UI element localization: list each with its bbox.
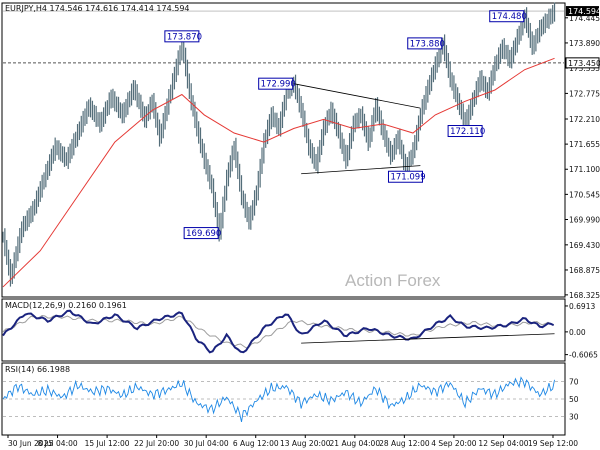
rsi-y-tick-label: 30	[569, 413, 579, 422]
rsi-layer	[2, 376, 564, 422]
price-y-tick-label: 173.335	[569, 64, 600, 73]
x-tick-label: 19 Sep 12:00	[528, 439, 578, 448]
x-tick-label: 22 Jul 20:00	[134, 439, 179, 448]
price-annotation-label: 173.880	[410, 39, 445, 49]
rsi-y-tick-label: 50	[569, 395, 579, 404]
price-y-tick-label: 171.100	[569, 165, 600, 174]
rsi-y-tick-label: 70	[569, 378, 579, 387]
price-y-tick-label: 169.990	[569, 215, 600, 224]
macd-y-tick-label: 0.6913	[569, 302, 595, 311]
macd-y-tick-label: -0.6065	[569, 351, 598, 360]
x-tick-label: 21 Aug 04:00	[330, 439, 381, 448]
macd-label: MACD(12,26,9) 0.2160 0.1961	[5, 301, 127, 310]
trendline	[301, 165, 421, 175]
price-y-tick-label: 170.545	[569, 190, 600, 199]
price-panel	[1, 2, 566, 298]
horizontal-level-label: 173.450	[568, 59, 600, 68]
moving-average-line	[2, 57, 555, 288]
x-tick-label: 28 Aug 12:00	[379, 439, 430, 448]
macd-layer	[2, 309, 555, 354]
price-y-tick-label: 173.890	[569, 39, 600, 48]
rsi-label: RSI(14) 66.1988	[5, 365, 70, 374]
x-tick-label: 13 Aug 20:00	[280, 439, 331, 448]
price-annotation-label: 174.480	[492, 12, 527, 22]
price-annotation-label: 172.110	[450, 127, 485, 137]
price-y-tick-label: 171.655	[569, 140, 600, 149]
price-annotation-label: 171.099	[390, 173, 425, 183]
price-y-tick-label: 174.445	[569, 14, 600, 23]
macd-trendline	[301, 333, 555, 344]
annotation-layer: 173.870 172.990 169.690 171.099 173.880 172.1…	[164, 10, 527, 240]
rsi-panel	[1, 362, 566, 436]
price-y-tick-label: 168.875	[569, 266, 600, 275]
x-tick-label: 12 Sep 04:00	[478, 439, 528, 448]
macd-line	[2, 309, 555, 354]
price-annotation-box	[183, 227, 219, 240]
x-tick-label: 30 Jun 2025	[8, 439, 53, 448]
price-annotation-box	[407, 37, 443, 50]
price-y-tick-label: 172.775	[569, 89, 600, 98]
current-price-label: 174.594	[568, 7, 600, 16]
current-price-badge	[566, 6, 599, 17]
price-y-tick-label: 168.325	[569, 291, 600, 300]
price-annotation-label: 169.690	[186, 229, 221, 239]
x-tick-label: 4 Sep 20:00	[431, 439, 477, 448]
macd-y-tick-label: 0.00	[569, 328, 586, 337]
price-annotation-box	[258, 77, 294, 90]
price-y-tick-label: 172.210	[569, 115, 600, 124]
price-annotation-box	[447, 125, 483, 138]
trendline	[293, 83, 421, 109]
x-tick-label: 15 Jul 12:00	[85, 439, 130, 448]
x-tick-label: 30 Jul 04:00	[184, 439, 229, 448]
horizontal-level-badge	[565, 57, 600, 69]
axis-layer: 174.445 173.890 173.335 172.775 172.210 171.6…	[7, 6, 600, 448]
price-annotation-box	[489, 10, 525, 23]
rsi-line	[2, 376, 555, 422]
instrument-label: EURJPY,H4 174.546 174.616 174.414 174.59…	[5, 4, 190, 13]
x-tick-label: 8 Jul 04:00	[37, 439, 77, 448]
price-layer	[2, 2, 564, 288]
watermark: Action Forex	[345, 271, 441, 290]
price-y-tick-label: 169.430	[569, 241, 600, 250]
macd-panel	[1, 298, 566, 362]
x-tick-label: 6 Aug 12:00	[233, 439, 279, 448]
price-annotation-label: 173.870	[167, 32, 202, 42]
price-annotation-box	[164, 30, 200, 43]
price-annotation-label: 172.990	[261, 80, 296, 90]
price-annotation-box	[387, 170, 423, 183]
